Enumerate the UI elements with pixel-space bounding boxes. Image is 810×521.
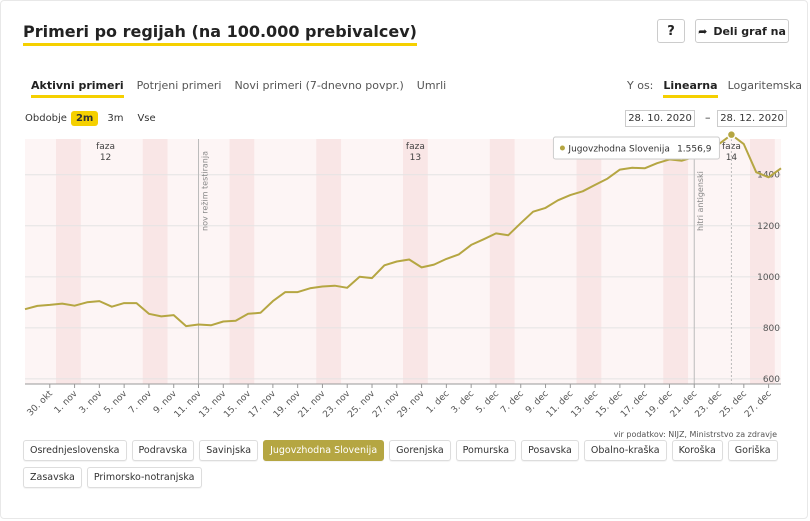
region-button[interactable]: Gorenjska: [389, 440, 451, 461]
y-tick-label: 1200: [757, 222, 780, 232]
region-button[interactable]: Savinjska: [199, 440, 259, 461]
tooltip-box: [552, 136, 720, 160]
x-tick-label: 1. nov: [53, 389, 80, 416]
y-tick-label: 1400: [757, 171, 780, 181]
date-from-input[interactable]: 28. 10. 2020: [625, 110, 695, 127]
date-separator: –: [705, 111, 711, 124]
phase-number: 14: [726, 153, 738, 163]
y-tick-label: 600: [763, 375, 780, 385]
y-axis-log[interactable]: Logaritemska: [727, 79, 802, 92]
x-tick-label: 5. nov: [102, 389, 129, 416]
weekend-band: [750, 139, 775, 384]
x-tick-label: 3. dec: [450, 389, 477, 416]
y-axis-linear[interactable]: Linearna: [663, 79, 718, 98]
y-tick-label: 1000: [757, 273, 780, 283]
weekend-band: [229, 139, 255, 384]
period-3m[interactable]: 3m: [107, 113, 124, 124]
region-button[interactable]: Pomurska: [455, 440, 517, 461]
line-chart[interactable]: 600 800 1000 1200 1400 nov režim testiranja hi…: [1, 131, 807, 431]
weekend-band: [55, 139, 81, 384]
phase-number: 13: [410, 153, 421, 163]
data-source: vir podatkov: NIJZ, Ministrstvo za zdrav…: [613, 430, 777, 439]
phase-number: 12: [100, 153, 111, 163]
weekend-band: [663, 139, 689, 384]
x-tick-label: 29. nov: [396, 389, 427, 420]
region-button[interactable]: Osrednjeslovenska: [23, 440, 127, 461]
x-tick-label: 3. nov: [78, 389, 105, 416]
weekend-band: [576, 139, 602, 384]
help-button[interactable]: ?: [657, 19, 685, 43]
x-tick-label: 7. dec: [499, 389, 526, 416]
x-tick-label: 5. dec: [474, 389, 501, 416]
y-tick-label: 800: [763, 324, 780, 334]
weekend-band: [142, 139, 168, 384]
page-title: Primeri po regijah (na 100.000 prebivalc…: [23, 22, 417, 46]
weekend-band: [403, 139, 428, 384]
period-selector: Obdobje 2m 3m Vse: [25, 111, 161, 126]
annotation-label: hitri antigenski: [696, 171, 705, 231]
region-button[interactable]: Koroška: [671, 440, 723, 461]
phase-label: faza: [406, 142, 425, 152]
region-button[interactable]: Primorsko-notranjska: [86, 467, 202, 488]
weekend-band: [489, 139, 515, 384]
tooltip-series: Jugovzhodna Slovenija: [567, 145, 669, 155]
period-2m[interactable]: 2m: [70, 111, 99, 126]
y-axis-toggle: Y os: Linearna Logaritemska: [627, 79, 802, 98]
share-button[interactable]: ➦ Deli graf na: [695, 19, 789, 43]
phase-label: faza: [96, 142, 115, 152]
y-axis-label: Y os:: [627, 79, 654, 92]
period-label: Obdobje: [25, 113, 67, 124]
region-button[interactable]: Zasavska: [23, 467, 82, 488]
period-all[interactable]: Vse: [137, 113, 156, 124]
tooltip-value: 1.556,9: [677, 145, 712, 155]
x-tick-label: 1. dec: [425, 389, 452, 416]
region-button[interactable]: Obalno-kraška: [583, 440, 667, 461]
share-arrow-icon: ➦: [698, 24, 708, 38]
tooltip-marker: [559, 145, 565, 151]
tab-new-cases[interactable]: Novi primeri (7-dnevno povpr.): [234, 79, 404, 92]
tab-confirmed-cases[interactable]: Potrjeni primeri: [136, 79, 222, 92]
date-to-input[interactable]: 28. 12. 2020: [717, 110, 787, 127]
region-buttons: Osrednjeslovenska Podravska Savinjska Ju…: [23, 440, 793, 488]
share-label: Deli graf na: [713, 24, 786, 38]
x-tick-label: 30. okt: [26, 389, 56, 419]
region-button-selected[interactable]: Jugovzhodna Slovenija: [263, 440, 385, 461]
x-tick-label: 7. nov: [127, 389, 154, 416]
annotation-label: nov režim testiranja: [201, 151, 210, 231]
series-line: [24, 133, 782, 328]
metric-tabs: Aktivni primeri Potrjeni primeri Novi pr…: [31, 79, 446, 98]
region-button[interactable]: Goriška: [727, 440, 778, 461]
tab-active-cases[interactable]: Aktivni primeri: [31, 79, 124, 98]
hover-point: [726, 131, 737, 140]
tab-deaths[interactable]: Umrli: [416, 79, 447, 92]
question-icon: ?: [667, 23, 675, 39]
region-button[interactable]: Podravska: [131, 440, 195, 461]
region-button[interactable]: Posavska: [521, 440, 579, 461]
weekend-band: [316, 139, 342, 384]
x-tick-label: 27. dec: [743, 389, 774, 420]
